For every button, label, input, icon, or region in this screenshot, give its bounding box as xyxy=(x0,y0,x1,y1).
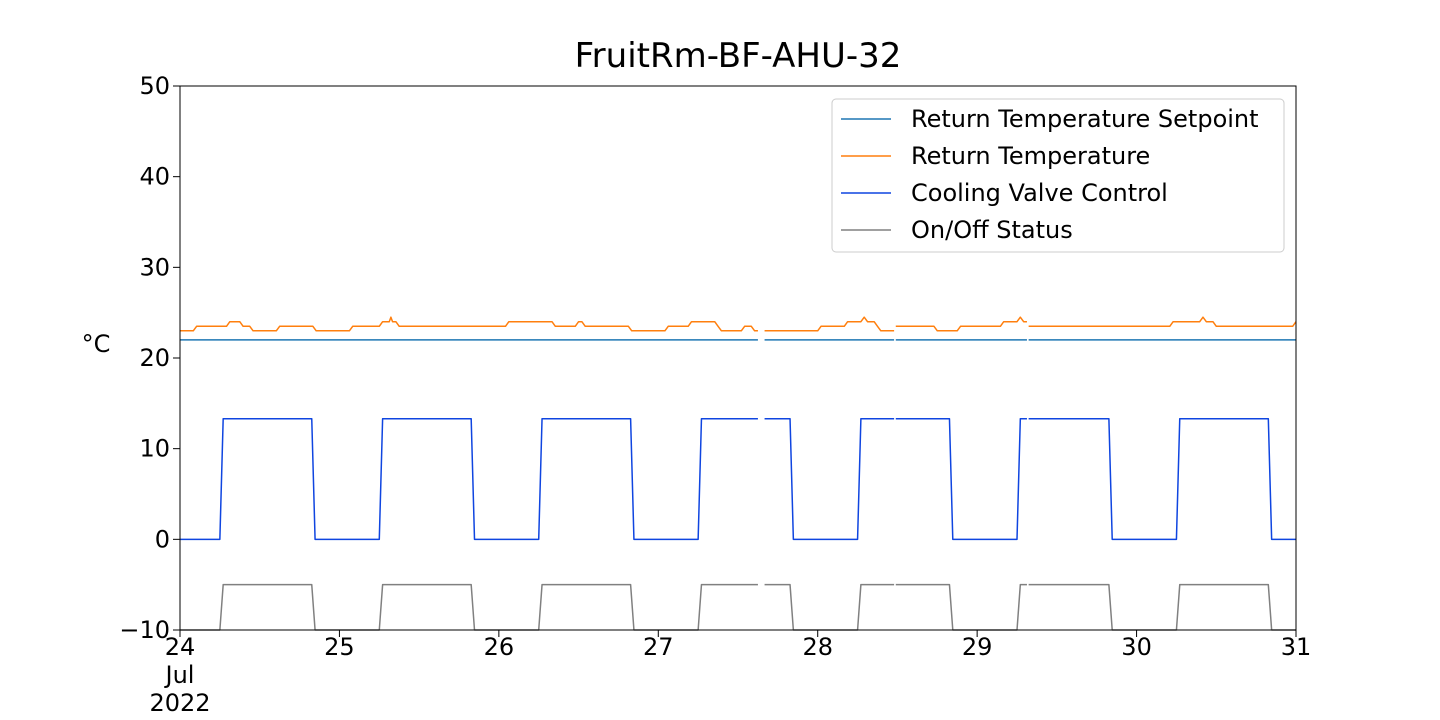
x-tick-label: 24 Jul 2022 xyxy=(149,633,210,717)
legend-box xyxy=(831,98,1285,253)
x-tick-label: 25 xyxy=(324,633,355,661)
series-line-1 xyxy=(180,316,1297,332)
chart-title: FruitRm-BF-AHU-32 xyxy=(575,36,902,76)
legend-label: Return Temperature Setpoint xyxy=(911,105,1259,133)
x-tick-label: 26 xyxy=(484,633,515,661)
y-tick-label: 30 xyxy=(139,253,170,281)
x-tick-label: 31 xyxy=(1281,633,1312,661)
y-tick-label: 50 xyxy=(139,72,170,100)
x-tick-label: 30 xyxy=(1121,633,1152,661)
y-tick-label: 20 xyxy=(139,344,170,372)
x-tick-label: 28 xyxy=(802,633,833,661)
y-tick-label: 10 xyxy=(139,435,170,463)
legend-label: Cooling Valve Control xyxy=(911,179,1168,207)
x-tick-label: 27 xyxy=(643,633,674,661)
y-axis-ticks: −10 0 10 20 30 40 50 xyxy=(119,72,180,644)
y-tick-label: −10 xyxy=(119,616,170,644)
y-tick-label: 0 xyxy=(155,525,170,553)
legend-label: On/Off Status xyxy=(911,216,1073,244)
series-line-2 xyxy=(180,418,1296,541)
legend-label: Return Temperature xyxy=(911,142,1150,170)
y-axis-label: °C xyxy=(82,330,111,358)
x-tick-label: 29 xyxy=(962,633,993,661)
y-tick-label: 40 xyxy=(139,163,170,191)
legend: Return Temperature Setpoint Return Temper… xyxy=(831,98,1285,253)
x-axis-ticks: 24 Jul 2022 25 26 27 28 29 30 31 xyxy=(149,630,1311,717)
series-layer xyxy=(180,316,1297,631)
